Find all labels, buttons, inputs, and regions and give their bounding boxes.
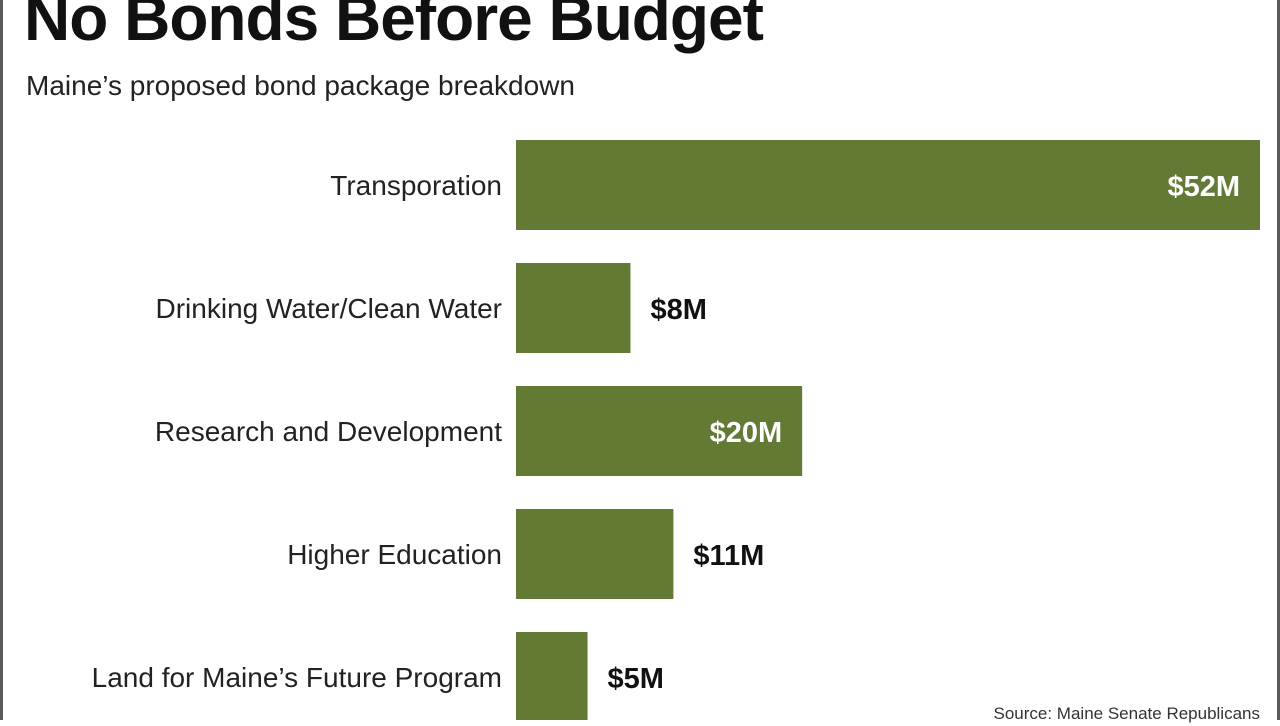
category-label: Higher Education bbox=[287, 539, 502, 570]
value-label: $20M bbox=[710, 417, 783, 449]
value-label: $11M bbox=[693, 540, 764, 572]
value-label: $52M bbox=[1167, 171, 1240, 203]
value-label: $8M bbox=[650, 294, 706, 326]
bar-group: Higher Education $11M bbox=[287, 509, 764, 599]
bar-group: Land for Maine’s Future Program $5M bbox=[92, 632, 664, 720]
bar bbox=[516, 263, 631, 353]
category-label: Land for Maine’s Future Program bbox=[92, 662, 502, 693]
bar bbox=[516, 509, 674, 599]
value-label: $5M bbox=[608, 663, 664, 695]
bar bbox=[516, 632, 588, 720]
bar bbox=[516, 140, 1260, 230]
category-label: Transporation bbox=[330, 170, 502, 201]
bar-group: Transporation $52M bbox=[330, 140, 1260, 230]
bar-group: Drinking Water/Clean Water $8M bbox=[156, 263, 707, 353]
chart-subtitle: Maine’s proposed bond package breakdown bbox=[26, 70, 575, 101]
source-note: Source: Maine Senate Republicans bbox=[993, 704, 1261, 723]
chart-title: No Bonds Before Budget bbox=[24, 0, 764, 54]
bar bbox=[516, 386, 803, 476]
category-label: Drinking Water/Clean Water bbox=[156, 293, 502, 324]
bar-group: Research and Development $20M bbox=[155, 386, 803, 476]
category-label: Research and Development bbox=[155, 416, 502, 447]
